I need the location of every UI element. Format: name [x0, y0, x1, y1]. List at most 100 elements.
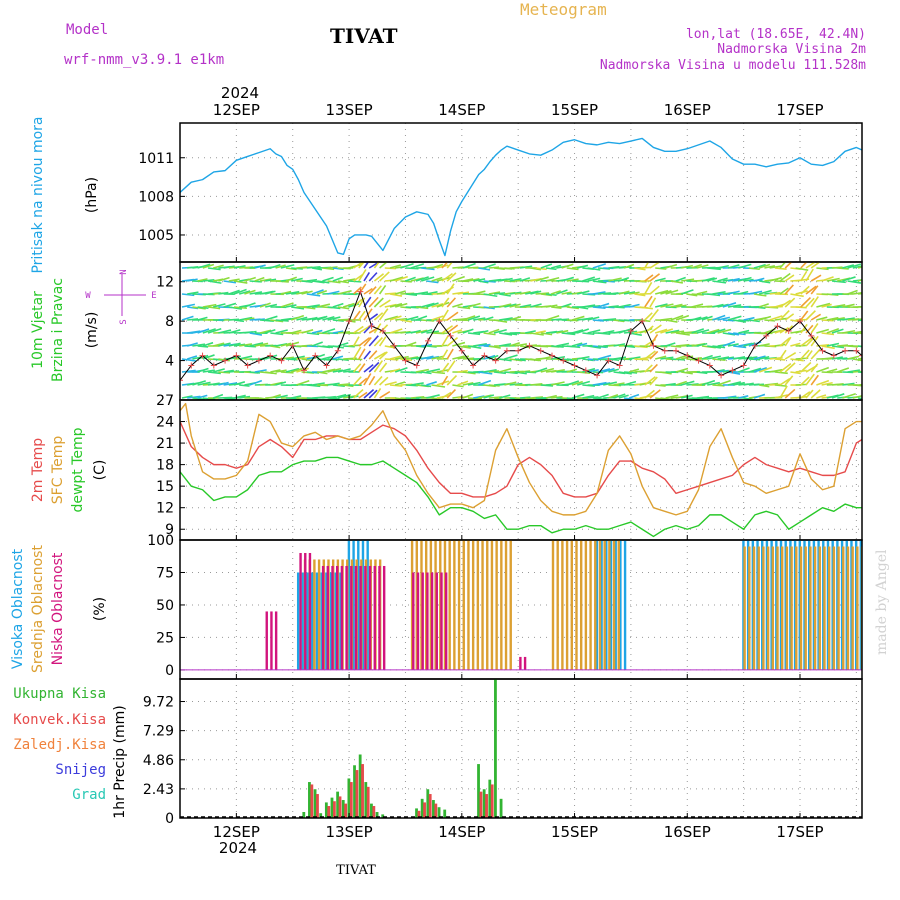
wind-barb: [800, 262, 808, 269]
wind-barb: [239, 343, 253, 347]
wind-barb: [264, 328, 276, 334]
wind-barb: [675, 380, 687, 386]
wind-barb: [389, 315, 402, 321]
cloud-bar: [373, 565, 376, 670]
wind-barb: [644, 274, 654, 282]
wind-barb: [363, 336, 372, 347]
wind-barb: [764, 265, 776, 269]
wind-barb: [363, 262, 370, 269]
cloud-bar: [440, 572, 443, 670]
cloud-bar: [467, 540, 470, 670]
wind-gust-marker: [481, 352, 488, 359]
wind-barb: [722, 356, 735, 360]
wind-barb: [727, 381, 742, 386]
precip-bar: [355, 770, 359, 818]
wind-barb: [545, 304, 558, 308]
cloud-low-title: Niska Oblacnost: [50, 552, 66, 665]
cloud-bar: [856, 546, 859, 670]
wind-barb: [509, 278, 522, 282]
wind-gust-marker: [368, 323, 375, 330]
wind-barb: [816, 302, 831, 308]
wind-barb: [327, 306, 341, 310]
wind-gust-marker: [774, 323, 781, 330]
wind-barb: [738, 329, 750, 334]
wind-barb: [660, 356, 674, 360]
wind-barb: [379, 271, 390, 282]
wind-barb: [738, 276, 752, 282]
wind-barb: [352, 336, 360, 347]
wind-barb: [265, 303, 278, 308]
wind-barb: [795, 306, 807, 309]
wind-barb: [332, 345, 344, 349]
y-tick-label: 18: [156, 458, 174, 474]
wind-barb: [587, 345, 601, 349]
wind-barb: [296, 316, 308, 321]
wind-barb: [540, 367, 555, 373]
cloud-bar: [378, 565, 381, 670]
wind-barb: [545, 267, 557, 271]
wind-barb: [296, 290, 308, 295]
wind-barb: [810, 374, 819, 386]
wind-barb: [842, 392, 856, 399]
wind-barb: [852, 318, 862, 321]
wind-barb: [446, 311, 459, 321]
wind-barb: [805, 350, 813, 360]
precip-bar: [313, 789, 317, 818]
wind-barb: [462, 262, 476, 269]
wind-barb: [483, 316, 494, 321]
wind-barb: [779, 377, 791, 386]
cloud-bar: [361, 540, 365, 670]
wind-barb: [410, 382, 424, 386]
wind-barb: [758, 303, 769, 308]
wind-barb: [561, 263, 574, 269]
cloud-bar: [325, 572, 328, 670]
wind-barb: [368, 335, 379, 347]
wind-barb: [421, 371, 432, 375]
y-tick-label: 7.29: [143, 724, 174, 740]
wind-barb: [337, 280, 349, 284]
wind-gust-marker: [673, 347, 679, 354]
cloud-bar: [605, 540, 608, 670]
wind-barb: [686, 293, 698, 297]
wind-barb: [816, 394, 827, 399]
wind-barb: [493, 371, 506, 375]
precip-panel: 0 2.43 4.86 7.29 9.72: [143, 678, 863, 827]
wind-barb: [587, 316, 600, 321]
top-day-label: 16SEP: [664, 101, 711, 119]
cloud-bar: [265, 611, 268, 670]
wind-barb: [499, 332, 513, 336]
wind-barb: [660, 371, 672, 375]
precip-bar: [490, 784, 494, 818]
precip-bar: [494, 679, 497, 818]
wind-barb: [701, 315, 713, 321]
wind-barb: [311, 329, 323, 334]
wind-barb: [311, 353, 326, 360]
wind-barb: [712, 303, 724, 308]
wind-barb: [322, 355, 333, 360]
cloud-bar: [321, 565, 325, 670]
cloud-bar: [444, 572, 448, 670]
wind-barb: [810, 389, 821, 399]
wind-barb: [540, 263, 553, 269]
wind-barb: [368, 389, 378, 399]
wind-barb: [426, 280, 439, 284]
wind-gust-marker: [402, 357, 409, 364]
y-tick-label: 2.43: [143, 782, 174, 798]
wind-barb: [431, 384, 446, 388]
wind-barb: [779, 262, 787, 269]
y-tick-label: 9.72: [143, 695, 174, 711]
wind-barb: [223, 280, 237, 284]
wind-barb: [727, 371, 741, 375]
wind-gust-marker: [718, 372, 725, 379]
wind-barb: [550, 290, 561, 295]
wind-barb: [727, 304, 742, 308]
wind-barb: [577, 342, 588, 347]
wind-barb: [857, 345, 862, 348]
wind-barb: [373, 285, 382, 295]
wind-barb: [275, 394, 288, 399]
wind-barb: [478, 371, 493, 375]
wind-barb: [259, 319, 274, 322]
wind-barb: [759, 384, 770, 388]
cloud-bar: [430, 572, 434, 670]
cloud-bar: [570, 540, 573, 670]
